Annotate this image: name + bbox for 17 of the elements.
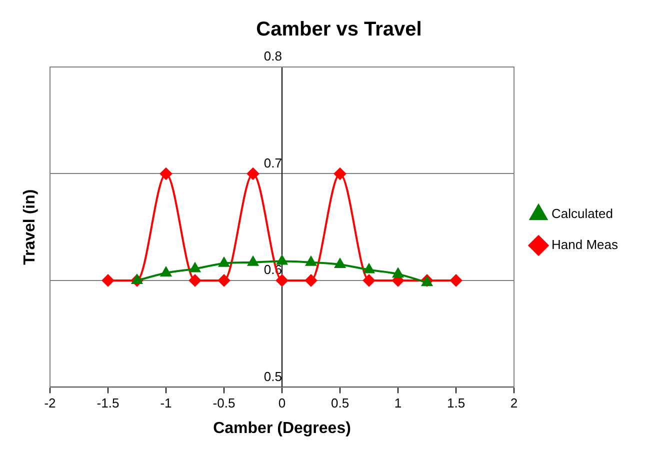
legend-label: Hand Meas [552, 237, 618, 252]
y-tick-label: 0.5 [264, 368, 282, 384]
y-tick-label: 0.8 [264, 48, 282, 64]
x-tick-label: -1 [160, 396, 172, 411]
y-tick-label: 0.7 [264, 155, 282, 170]
x-axis-title: Camber (Degrees) [213, 420, 351, 437]
y-axis-title: Travel (in) [21, 189, 38, 265]
x-tick-label: 0 [278, 396, 286, 411]
x-tick-label: 0.5 [330, 396, 350, 411]
x-tick-label: 2 [510, 396, 518, 411]
x-tick-label: 1 [394, 396, 402, 411]
x-tick-label: -0.5 [212, 396, 236, 411]
x-tick-label: 1.5 [446, 396, 466, 411]
x-tick-label: -2 [44, 396, 56, 411]
legend-label: Calculated [552, 206, 613, 222]
x-tick-label: -1.5 [96, 396, 120, 411]
chart-title: Camber vs Travel [256, 18, 422, 41]
